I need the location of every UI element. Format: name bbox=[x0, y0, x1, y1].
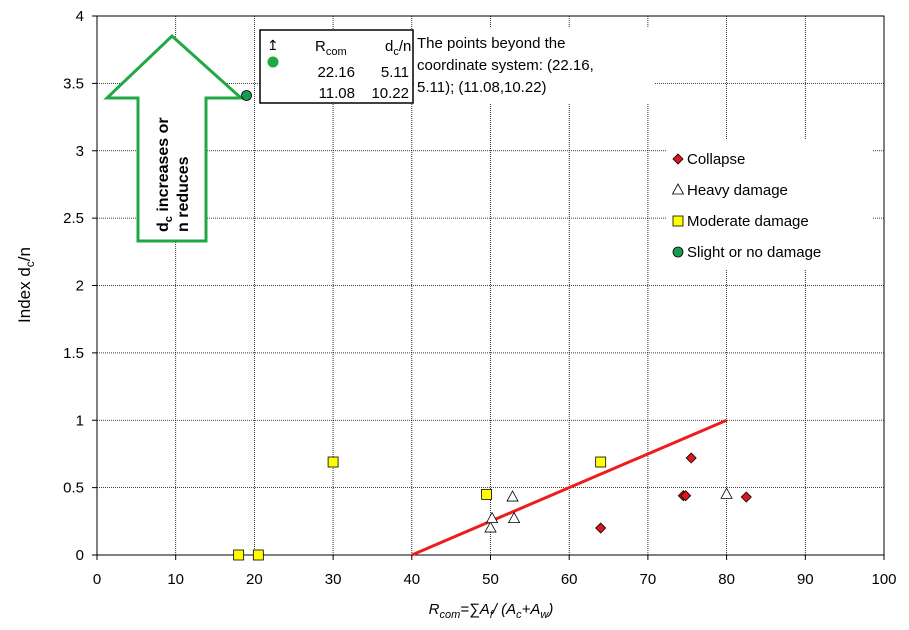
collapse-point bbox=[595, 522, 607, 534]
x-tick-label: 30 bbox=[325, 571, 342, 588]
y-tick-label: 3 bbox=[76, 143, 84, 160]
direction-arrow-annotation: dc increases or n reduces bbox=[103, 33, 245, 243]
note-text: The points beyond the coordinate system:… bbox=[414, 28, 654, 104]
inset-cell-r1c2: 5.11 bbox=[381, 64, 409, 81]
legend: Collapse Heavy damage Moderate damage Sligh… bbox=[666, 140, 872, 270]
up-arrow-icon bbox=[103, 33, 245, 243]
trend-line bbox=[411, 418, 728, 557]
x-axis-tick-labels: 0 10 20 30 40 50 60 70 80 90 100 bbox=[93, 571, 897, 588]
y-tick-label: 0.5 bbox=[63, 480, 84, 497]
x-tick-label: 40 bbox=[403, 571, 420, 588]
inset-green-dot bbox=[267, 56, 279, 68]
moderate-damage-point bbox=[252, 549, 264, 561]
inset-header-rcom: Rcom bbox=[315, 38, 347, 58]
legend-collapse-marker bbox=[672, 153, 684, 165]
moderate-damage-point bbox=[233, 549, 245, 561]
legend-slight-or-no-damage-label: Slight or no damage bbox=[687, 244, 821, 261]
collapse-point bbox=[685, 452, 697, 464]
y-tick-label: 4 bbox=[76, 8, 84, 25]
heavy-damage-point bbox=[506, 490, 519, 502]
y-axis-tick-labels: 0 0.5 1 1.5 2 2.5 3 3.5 4 bbox=[63, 8, 84, 564]
slight-or-no-damage-point bbox=[241, 90, 252, 101]
inset-up-arrow-icon: ↥ bbox=[267, 37, 279, 53]
collapse-point bbox=[680, 490, 692, 502]
plot-area-frame bbox=[96, 15, 885, 556]
x-tick-label: 80 bbox=[718, 571, 735, 588]
note-line-1: The points beyond the bbox=[417, 35, 565, 52]
moderate-damage-point bbox=[327, 456, 339, 468]
inset-cell-r2c1: 11.08 bbox=[319, 85, 355, 102]
moderate-damage-point bbox=[595, 456, 607, 468]
y-tick-label: 3.5 bbox=[63, 75, 84, 92]
legend-moderate-damage-label: Moderate damage bbox=[687, 213, 809, 230]
legend-collapse-label: Collapse bbox=[687, 151, 745, 168]
inset-cell-r1c1: 22.16 bbox=[317, 64, 355, 81]
inset-table: ↥ Rcom dc/n 22.16 5.11 11.08 10.22 bbox=[259, 29, 414, 104]
legend-heavy-damage-label: Heavy damage bbox=[687, 182, 788, 199]
y-tick-label: 1 bbox=[76, 412, 84, 429]
y-tick-label: 0 bbox=[76, 547, 84, 564]
heavy-damage-point bbox=[485, 511, 499, 524]
arrow-text-line1: dc increases or bbox=[155, 117, 175, 232]
x-tick-label: 100 bbox=[871, 571, 896, 588]
heavy-damage-point bbox=[484, 521, 497, 533]
heavy-damage-point bbox=[507, 511, 521, 524]
note-line-2: coordinate system: (22.16, bbox=[417, 57, 594, 74]
x-tick-label: 20 bbox=[246, 571, 263, 588]
x-tick-label: 50 bbox=[482, 571, 499, 588]
x-axis-label: Rcom=∑Af/ (Ac+Aw) bbox=[429, 601, 554, 621]
legend-heavy-damage-marker bbox=[671, 183, 685, 195]
heavy-damage-point bbox=[720, 487, 733, 499]
x-tick-label: 0 bbox=[93, 571, 101, 588]
y-tick-label: 1.5 bbox=[63, 345, 84, 362]
x-tick-label: 60 bbox=[561, 571, 578, 588]
note-line-3: 5.11); (11.08,10.22) bbox=[417, 79, 547, 96]
arrow-text-line2: n reduces bbox=[175, 156, 192, 232]
legend-slight-or-no-damage-marker bbox=[672, 246, 684, 258]
y-tick-label: 2.5 bbox=[63, 210, 84, 227]
y-tick-label: 2 bbox=[76, 278, 84, 295]
x-tick-label: 10 bbox=[167, 571, 184, 588]
legend-moderate-damage-marker bbox=[672, 215, 684, 227]
x-tick-label: 90 bbox=[797, 571, 814, 588]
collapse-point bbox=[740, 491, 752, 503]
x-tick-label: 70 bbox=[640, 571, 657, 588]
data-points bbox=[233, 90, 752, 561]
y-axis-label: Index dc/n bbox=[15, 247, 37, 323]
moderate-damage-point bbox=[481, 488, 492, 500]
inset-header-dcn: dc/n bbox=[385, 38, 411, 58]
inset-cell-r2c2: 10.22 bbox=[371, 85, 409, 102]
